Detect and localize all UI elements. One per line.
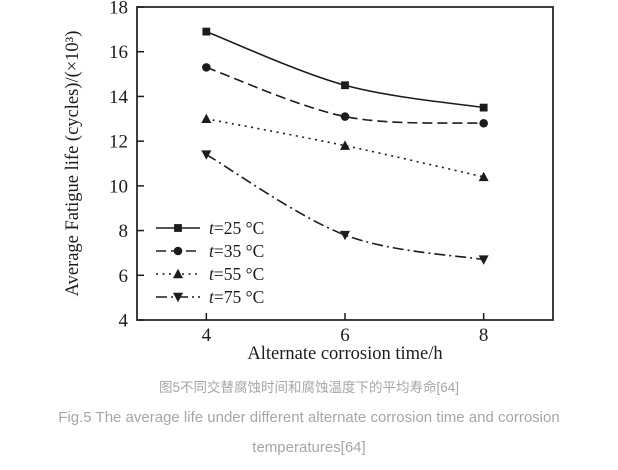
- legend-marker-triangle-up: [173, 268, 183, 279]
- y-axis-tick-label: 16: [109, 42, 128, 63]
- data-point-triangle-up: [478, 171, 489, 182]
- data-point-triangle-up: [201, 113, 212, 123]
- legend-label: t=25 °C: [209, 218, 264, 238]
- legend-marker-square: [174, 224, 182, 232]
- legend-label: t=55 °C: [209, 264, 264, 284]
- y-axis-title: Average Fatigue life (cycles)/(×10³): [63, 31, 83, 297]
- x-axis-tick-label: 8: [479, 325, 489, 346]
- y-axis-tick-label: 12: [109, 132, 128, 153]
- y-axis-tick-label: 14: [109, 87, 129, 108]
- fatigue-life-chart: 4 6 8 10 12 14 16 18 4 6 8 Alternate corrosion time…: [63, 0, 554, 364]
- legend-label: t=75 °C: [209, 287, 264, 307]
- series-line-dotted: [206, 118, 484, 178]
- x-axis-tick-label: 4: [202, 325, 212, 346]
- series-line-dashdot: [205, 153, 484, 261]
- figure-image: 4 6 8 10 12 14 16 18 4 6 8 Alternate corrosion time…: [63, 0, 554, 364]
- figure-caption-en-line1: Fig.5 The average life under different a…: [58, 409, 560, 426]
- data-point-triangle-down: [201, 150, 212, 160]
- data-point-circle: [340, 112, 350, 121]
- y-axis-tick-label: 8: [119, 221, 129, 242]
- legend-marker-triangle-down: [173, 292, 183, 303]
- data-point-circle: [479, 118, 488, 128]
- figure-caption-en-line2: temperatures[64]: [252, 439, 366, 456]
- data-point-triangle-up: [340, 140, 350, 150]
- data-point-triangle-down: [478, 255, 489, 265]
- y-axis-tick-label: 10: [109, 176, 128, 197]
- figure-caption-zh: 图5不同交替腐蚀时间和腐蚀温度下的平均寿命[64]: [158, 380, 460, 395]
- x-axis-tick-label: 6: [340, 325, 350, 346]
- series-line-dashed: [206, 66, 484, 125]
- data-point-square: [202, 27, 211, 36]
- data-point-square: [479, 103, 488, 112]
- y-axis-tick-label: 6: [119, 266, 129, 287]
- y-axis-tick-label: 18: [109, 0, 128, 19]
- data-point-square: [341, 81, 349, 90]
- y-axis-tick-label: 4: [119, 311, 129, 332]
- plot-frame: [136, 6, 554, 321]
- x-axis-title: Alternate corrosion time/h: [247, 344, 442, 364]
- data-point-triangle-down: [340, 230, 350, 241]
- series-line-solid: [206, 30, 484, 109]
- legend-label: t=35 °C: [209, 241, 264, 261]
- data-point-circle: [202, 63, 211, 72]
- legend-marker-circle: [173, 246, 183, 256]
